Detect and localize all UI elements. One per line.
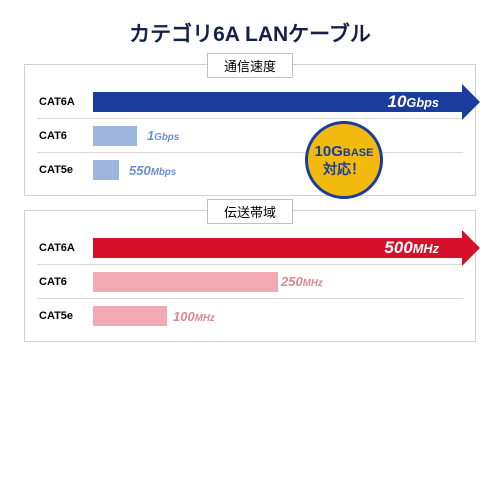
row-label: CAT5e — [37, 164, 93, 176]
chart-row: CAT6A 500MHz — [37, 231, 463, 265]
row-label: CAT6 — [37, 276, 93, 288]
row-label: CAT6 — [37, 130, 93, 142]
bar — [93, 160, 119, 180]
chart-row: CAT5e 550Mbps — [37, 153, 463, 187]
bar — [93, 306, 167, 326]
bar-value: 100MHz — [173, 309, 215, 324]
bar-value: 1Gbps — [147, 128, 179, 143]
row-bar-area: 250MHz — [93, 265, 463, 298]
bar — [93, 126, 137, 146]
panel-speed: 通信速度CAT6A10GbpsCAT61GbpsCAT5e550Mbps10GB… — [24, 64, 476, 196]
panel-label: 伝送帯域 — [207, 199, 293, 224]
bar-value: 250MHz — [281, 274, 323, 289]
bar-value: 550Mbps — [129, 163, 176, 178]
bar — [93, 272, 278, 292]
panel-bandwidth: 伝送帯域CAT6A500MHzCAT6250MHzCAT5e100MHz — [24, 210, 476, 342]
page-title: カテゴリ6A LANケーブル — [24, 18, 476, 48]
panel-label: 通信速度 — [207, 53, 293, 78]
badge-line2: 対応！ — [323, 161, 365, 177]
row-bar-area: 100MHz — [93, 299, 463, 333]
row-label: CAT5e — [37, 310, 93, 322]
bar-arrow: 500MHz — [93, 238, 463, 258]
bar-value: 10Gbps — [387, 92, 463, 112]
row-bar-area: 1Gbps — [93, 119, 463, 152]
chart-row: CAT6 1Gbps — [37, 119, 463, 153]
badge-line1: 10GBASE — [315, 143, 374, 161]
row-label: CAT6A — [37, 242, 93, 254]
row-bar-area: 500MHz — [93, 231, 463, 264]
bar-value: 500MHz — [384, 238, 463, 258]
row-bar-area: 10Gbps — [93, 85, 463, 118]
chart-row: CAT6A 10Gbps — [37, 85, 463, 119]
bar-arrow: 10Gbps — [93, 92, 463, 112]
chart-row: CAT6 250MHz — [37, 265, 463, 299]
chart-row: CAT5e 100MHz — [37, 299, 463, 333]
feature-badge: 10GBASE対応！ — [305, 121, 383, 199]
panels-container: 通信速度CAT6A10GbpsCAT61GbpsCAT5e550Mbps10GB… — [24, 64, 476, 342]
row-label: CAT6A — [37, 96, 93, 108]
row-bar-area: 550Mbps — [93, 153, 463, 187]
